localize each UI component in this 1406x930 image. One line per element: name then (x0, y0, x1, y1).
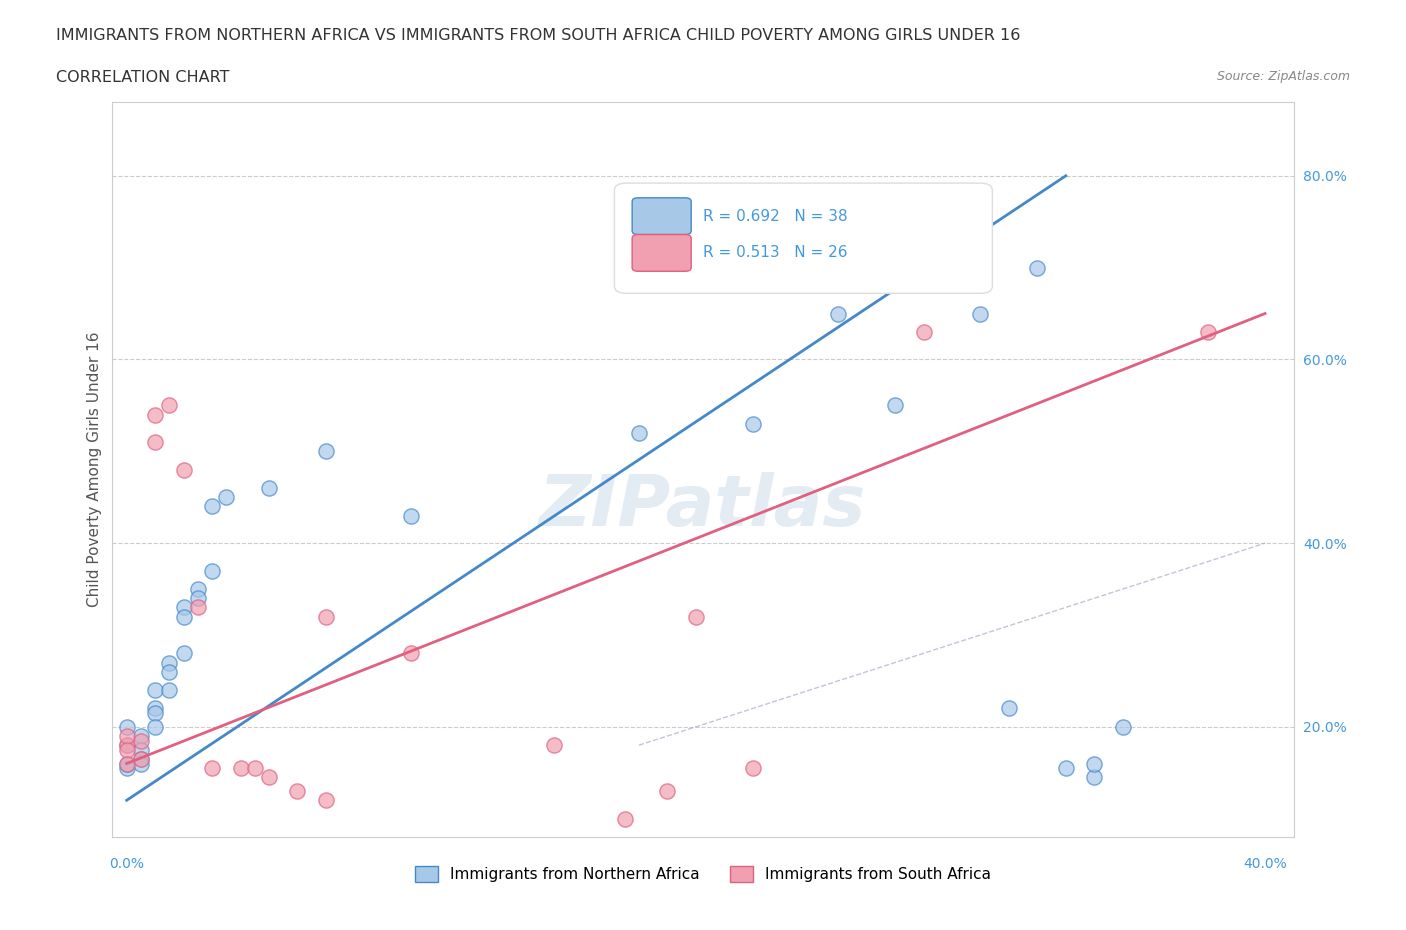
Point (741, 417, 763, 432)
Point (143, 434, 166, 449)
Point (157, 683, 180, 698)
Point (143, 407, 166, 422)
Point (315, 444, 337, 458)
Point (201, 761, 224, 776)
Text: ZIPatlas: ZIPatlas (540, 472, 866, 541)
Point (969, 242, 991, 257)
Point (157, 398, 180, 413)
Point (287, 784, 309, 799)
Point (129, 728, 152, 743)
Point (1083, 770, 1105, 785)
Point (129, 751, 152, 766)
FancyBboxPatch shape (614, 183, 993, 293)
Point (173, 645, 195, 660)
Point (243, 761, 266, 776)
Point (1083, 756, 1105, 771)
Point (173, 609, 195, 624)
Point (173, 462, 195, 477)
Point (129, 756, 152, 771)
Point (1026, 260, 1049, 275)
Point (157, 655, 180, 670)
Point (685, 609, 707, 624)
Text: IMMIGRANTS FROM NORTHERN AFRICA VS IMMIGRANTS FROM SOUTH AFRICA CHILD POVERTY AM: IMMIGRANTS FROM NORTHERN AFRICA VS IMMIG… (56, 28, 1021, 43)
Point (229, 761, 252, 776)
Point (201, 498, 224, 513)
Point (129, 751, 152, 766)
Point (998, 701, 1021, 716)
Point (173, 600, 195, 615)
Point (187, 600, 209, 615)
Point (187, 581, 209, 596)
Text: Source: ZipAtlas.com: Source: ZipAtlas.com (1216, 70, 1350, 83)
Point (143, 683, 166, 698)
Point (741, 761, 763, 776)
Point (129, 733, 152, 748)
FancyBboxPatch shape (633, 198, 692, 234)
Point (143, 706, 166, 721)
Point (257, 770, 280, 785)
Point (129, 742, 152, 757)
Point (115, 742, 138, 757)
Text: R = 0.513   N = 26: R = 0.513 N = 26 (703, 246, 848, 260)
Point (884, 398, 907, 413)
Point (1112, 720, 1135, 735)
Legend: Immigrants from Northern Africa, Immigrants from South Africa: Immigrants from Northern Africa, Immigra… (409, 860, 997, 888)
Point (401, 508, 423, 523)
Point (201, 564, 224, 578)
Point (115, 720, 138, 735)
Point (613, 811, 636, 826)
Point (657, 784, 679, 799)
Point (143, 701, 166, 716)
Point (627, 426, 650, 441)
Point (115, 756, 138, 771)
Text: CORRELATION CHART: CORRELATION CHART (56, 70, 229, 85)
Point (115, 737, 138, 752)
Y-axis label: Child Poverty Among Girls Under 16: Child Poverty Among Girls Under 16 (87, 332, 103, 607)
Point (115, 761, 138, 776)
Point (1054, 761, 1077, 776)
Text: 0.0%: 0.0% (110, 857, 145, 870)
Text: 40.0%: 40.0% (1243, 857, 1286, 870)
Point (543, 737, 565, 752)
Point (215, 490, 238, 505)
Point (315, 609, 337, 624)
Point (401, 645, 423, 660)
Point (115, 728, 138, 743)
Point (115, 737, 138, 752)
Point (827, 306, 849, 321)
Point (115, 756, 138, 771)
Point (257, 481, 280, 496)
Point (1197, 325, 1219, 339)
Point (157, 664, 180, 679)
Point (912, 325, 935, 339)
Point (969, 306, 991, 321)
Text: R = 0.692   N = 38: R = 0.692 N = 38 (703, 208, 848, 224)
Point (315, 792, 337, 807)
FancyBboxPatch shape (633, 234, 692, 272)
Point (187, 591, 209, 605)
Point (143, 720, 166, 735)
